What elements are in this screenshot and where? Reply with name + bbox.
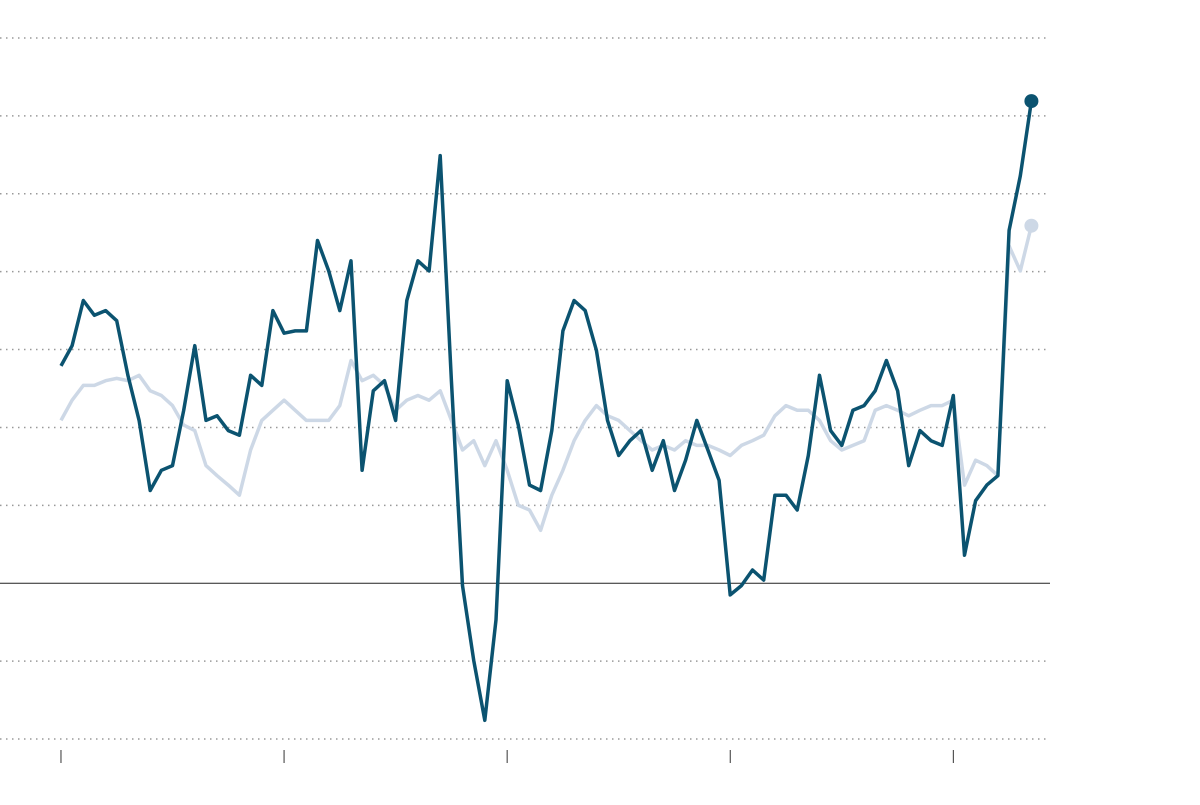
line [59, 225, 1034, 533]
line [59, 100, 1034, 723]
end-dot [1024, 94, 1039, 109]
end-dot [1024, 218, 1039, 233]
